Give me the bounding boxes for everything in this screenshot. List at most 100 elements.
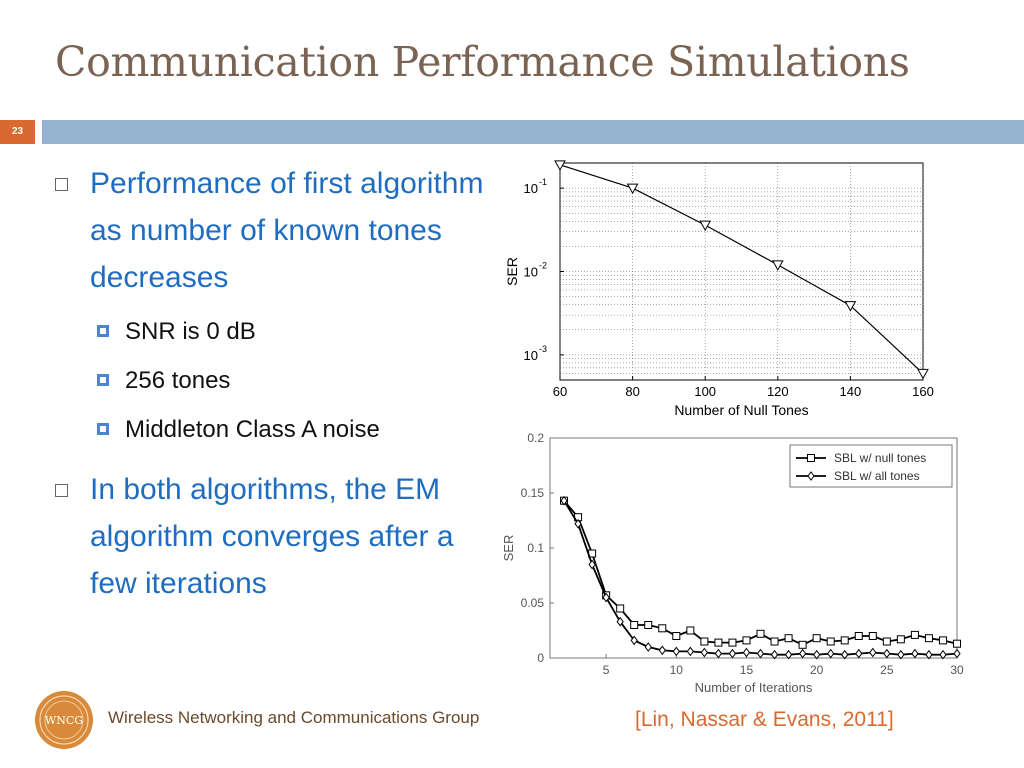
slide-title: Communication Performance Simulations [55,38,910,86]
data-point [869,647,877,658]
data-point [896,635,905,644]
bullet-1-text: Performance of first algorithm as number… [90,167,484,294]
data-point [574,518,582,529]
data-point [953,639,961,648]
x-axis-label: Number of Null Tones [674,402,808,418]
data-point [714,648,723,659]
group-name: Wireless Networking and Communications G… [108,708,480,727]
wncg-logo: WNCG [35,691,93,749]
data-point [742,636,751,645]
x-tick-label: 100 [694,384,716,399]
data-point [784,634,793,643]
data-point [700,637,709,646]
logo-text: WNCG [45,714,83,727]
data-point [616,616,624,627]
x-tick-label: 120 [767,384,789,399]
data-point [700,647,709,658]
data-point [939,649,947,660]
x-tick-label: 60 [553,384,567,399]
data-point [798,648,807,659]
x-tick-label: 30 [950,663,964,677]
data-point [728,638,737,647]
y-tick-label: 0 [537,651,544,665]
bullet-1: Performance of first algorithm as number… [55,160,485,301]
y-tick-label: 10 [524,265,538,280]
slide-number-badge: 23 [0,120,35,144]
sub-bullet-text: 256 tones [125,367,231,394]
data-point [855,648,863,659]
y-tick-label: 0.1 [527,541,544,555]
data-point [938,636,947,645]
data-point [644,642,652,652]
sub-bullet-text: SNR is 0 dB [125,318,256,345]
citation: [Lin, Nassar & Evans, 2011] [635,708,894,731]
x-tick-label: 20 [810,663,824,677]
data-point [560,495,568,506]
ser-vs-iterations-chart: 5 10 15 20 25 30 0 0.05 0.1 0.15 0.2 SER Number of I… [501,431,964,695]
data-point [882,637,891,646]
data-point [868,632,877,640]
data-point [917,368,929,380]
data-point [626,183,639,195]
bullet-list: Performance of first algorithm as number… [55,160,485,613]
data-point [616,604,625,613]
data-point [826,637,835,646]
data-point [658,645,666,656]
series-line [559,164,924,374]
data-point [658,624,667,633]
bullet-2: In both algorithms, the EM algorithm con… [55,466,485,607]
y-tick-label: 0.05 [521,596,545,610]
x-tick-label: 25 [880,663,894,677]
data-point [630,635,638,646]
legend-label: SBL w/ all tones [834,469,920,483]
data-point [844,301,857,312]
data-point [770,637,779,646]
data-point [925,649,933,660]
y-tick-exponent: -2 [539,261,547,271]
bullet-2-text: In both algorithms, the EM algorithm con… [90,473,454,600]
data-point [798,640,807,649]
x-axis-label: Number of Iterations [695,680,813,695]
data-point [554,160,566,171]
legend-label: SBL w/ null tones [834,451,926,465]
y-axis-label: SER [504,257,520,286]
data-point [770,649,779,660]
data-point [756,629,765,638]
data-point [924,634,933,643]
y-tick-label: 0.2 [527,431,544,445]
hollow-square-bullet-icon [55,178,68,191]
y-tick-label: 10 [524,348,538,363]
data-point [644,621,653,629]
data-point [807,454,815,462]
legend [789,444,953,488]
data-point [771,260,784,271]
sub-bullet-text: Middleton Class A noise [125,416,380,443]
data-point [714,638,723,647]
y-tick-exponent: -1 [539,177,547,187]
data-point [841,649,849,660]
data-point [953,648,961,659]
square-bullet-icon [97,423,109,435]
data-point [728,648,737,659]
hollow-square-bullet-icon [55,484,68,497]
data-point [897,649,905,660]
x-tick-label: 160 [912,384,934,399]
x-tick-label: 5 [603,663,610,677]
square-bullet-icon [97,325,109,337]
data-point [813,649,821,660]
y-tick-label: 10 [524,181,538,196]
data-point [756,648,765,659]
x-tick-label: 80 [625,384,639,399]
y-axis-label: SER [501,535,516,562]
data-point [827,648,835,659]
data-point [840,636,849,645]
data-point [672,632,681,640]
y-tick-label: 0.15 [521,486,545,500]
data-point [630,621,639,629]
x-tick-label: 140 [840,384,862,399]
sub-bullet: 256 tones [55,356,485,405]
data-point [699,220,712,232]
data-point [784,649,793,660]
title-rule [42,120,1024,144]
